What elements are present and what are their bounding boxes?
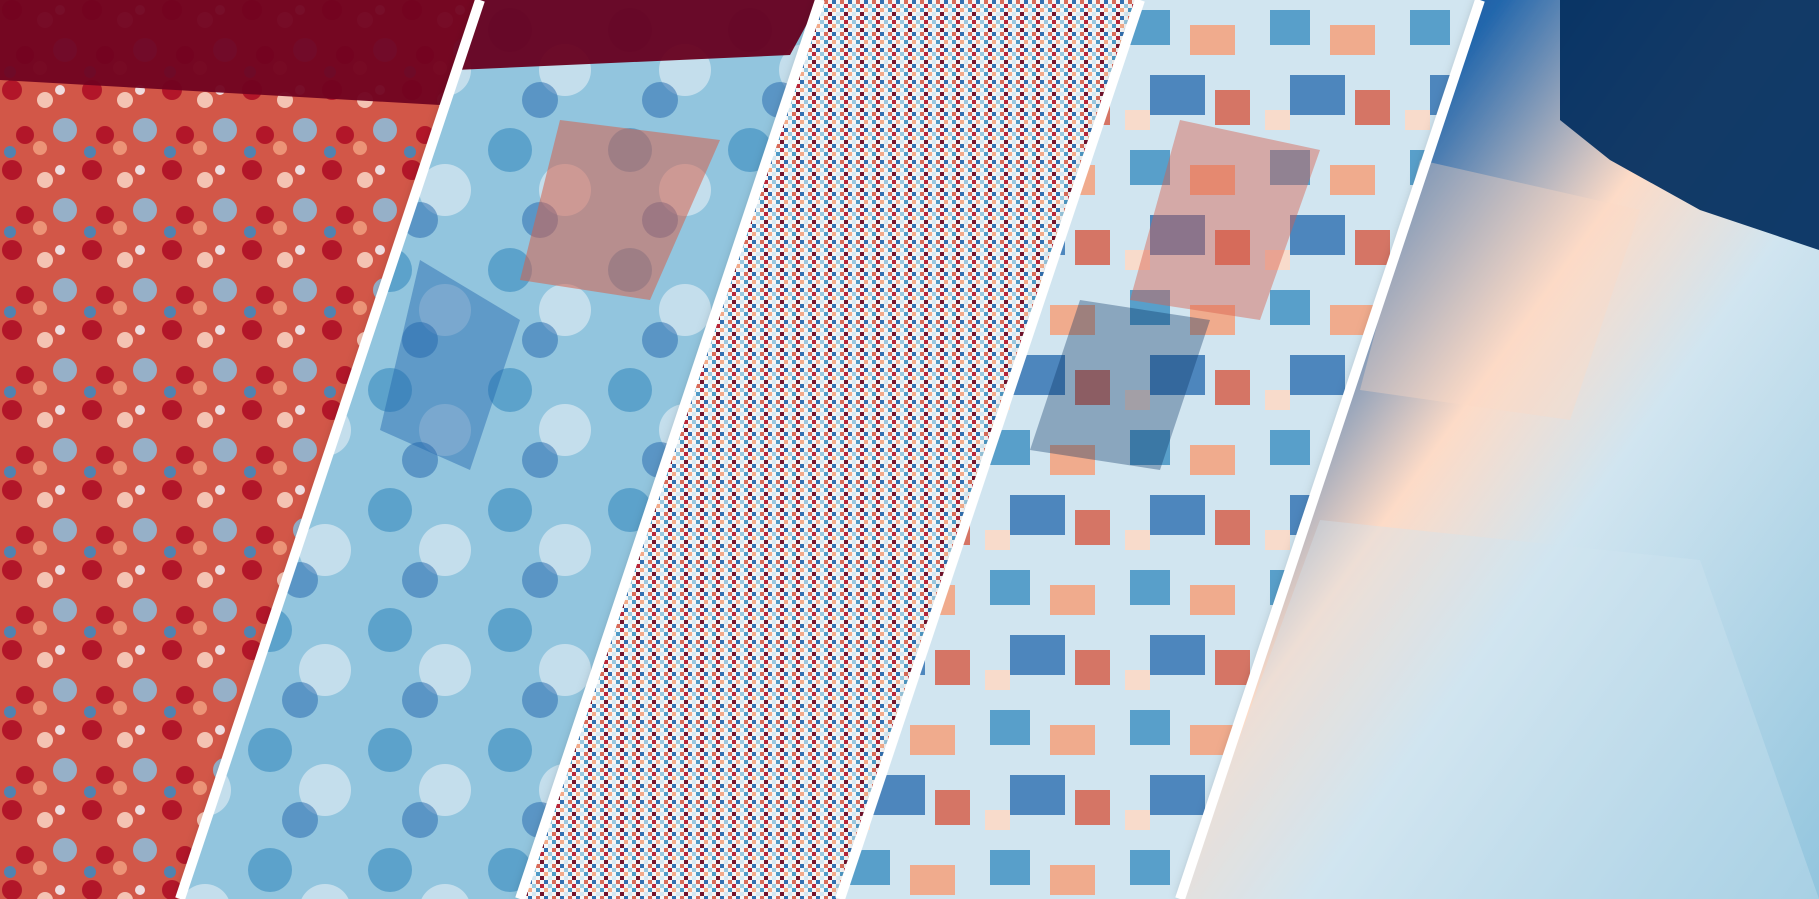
panel-1 xyxy=(0,0,480,899)
panel-4 xyxy=(840,0,1480,899)
panel-3 xyxy=(520,0,1140,899)
panel-gutters xyxy=(175,0,1485,899)
panel-5 xyxy=(1180,0,1819,899)
panel-2 xyxy=(180,0,820,899)
